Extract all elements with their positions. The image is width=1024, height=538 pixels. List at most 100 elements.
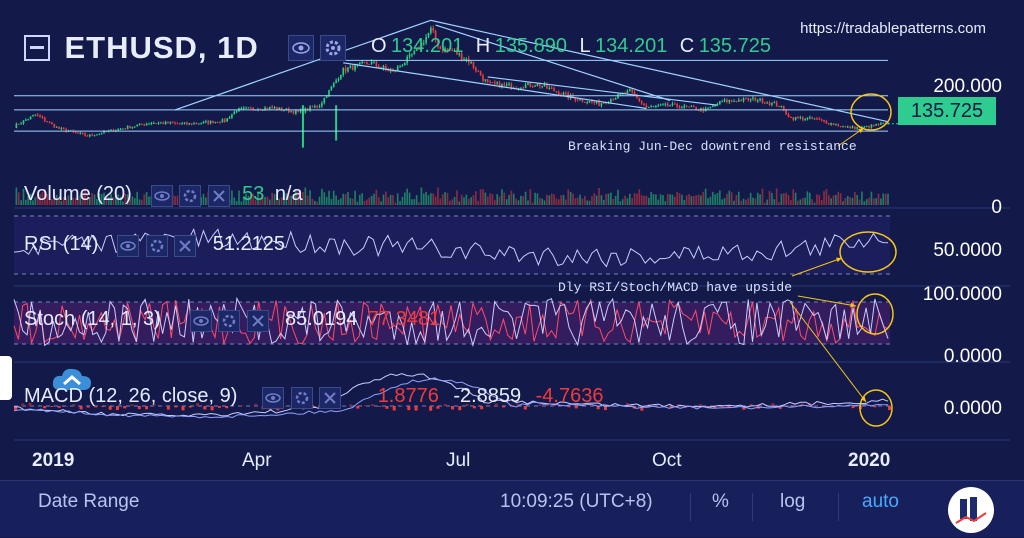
volume-ma-value: n/a: [275, 183, 303, 205]
candle-body: [487, 79, 489, 82]
candle-body: [321, 103, 323, 106]
candle-body: [276, 107, 278, 109]
open-label: O: [371, 35, 387, 57]
candle-body: [91, 134, 93, 135]
volume-bar: [631, 198, 633, 205]
date-range-button[interactable]: Date Range: [38, 491, 139, 513]
stoch-name: Stoch (14, 1, 3): [24, 308, 161, 330]
volume-bar: [710, 197, 712, 205]
candle-body: [496, 82, 498, 83]
log-toggle[interactable]: log: [780, 491, 805, 513]
volume-bar: [432, 193, 434, 205]
candle-body: [586, 102, 588, 103]
volume-bar: [567, 189, 569, 205]
candle-body: [30, 116, 32, 119]
eye-icon[interactable]: [151, 185, 173, 207]
candle-body: [629, 89, 631, 90]
candle-body: [494, 82, 496, 83]
candle-body: [802, 117, 804, 119]
candle-body: [868, 126, 870, 128]
percent-toggle[interactable]: %: [712, 491, 729, 513]
candle-body: [683, 106, 685, 108]
volume-bar: [506, 199, 508, 205]
eye-icon[interactable]: [117, 235, 139, 257]
volume-bar: [312, 199, 314, 205]
volume-bar: [499, 196, 501, 205]
volume-bar: [16, 188, 18, 205]
candle-body: [804, 119, 806, 120]
candle-body: [63, 128, 65, 129]
volume-bar: [364, 201, 366, 205]
volume-bar: [444, 192, 446, 205]
candle-body: [96, 134, 98, 135]
candle-body: [828, 124, 830, 125]
candle-body: [248, 108, 250, 109]
close-icon[interactable]: [174, 235, 196, 257]
volume-bar: [835, 195, 837, 205]
volume-bar: [871, 192, 873, 205]
candle-body: [179, 124, 181, 125]
macd-histogram-bar: [873, 406, 876, 407]
volume-bar: [603, 200, 605, 205]
candle-body: [399, 66, 401, 67]
candle-body: [530, 83, 532, 87]
candle-body: [591, 101, 593, 102]
candle-body: [18, 124, 20, 125]
candle-body: [61, 128, 63, 129]
volume-bar: [347, 192, 349, 205]
candle-body: [347, 67, 349, 71]
volume-bar: [660, 194, 662, 205]
collapse-icon[interactable]: [24, 35, 50, 61]
volume-bar: [705, 189, 707, 205]
volume-bar: [830, 198, 832, 205]
volume-bar: [305, 188, 307, 205]
candle-body: [477, 71, 479, 72]
eye-icon[interactable]: [288, 35, 314, 61]
candle-body: [101, 133, 103, 134]
volume-bar: [601, 195, 603, 205]
candle-body: [847, 126, 849, 127]
last-price-badge: 135.725: [898, 97, 996, 125]
volume-bar: [470, 197, 472, 205]
gear-icon[interactable]: [218, 310, 240, 332]
volume-bar: [387, 197, 389, 205]
candle-body: [241, 108, 243, 109]
volume-bar: [702, 192, 704, 205]
candle-body: [293, 111, 295, 113]
candle-body: [719, 101, 721, 104]
divider: [752, 493, 753, 521]
volume-bar: [795, 193, 797, 205]
candle-body: [188, 123, 190, 124]
volume-bar: [522, 196, 524, 205]
volume-bar: [766, 200, 768, 205]
close-icon[interactable]: [319, 387, 341, 409]
volume-bar: [691, 196, 693, 205]
volume-bar: [856, 195, 858, 205]
clock-display[interactable]: 10:09:25 (UTC+8): [500, 491, 653, 513]
volume-bar: [314, 201, 316, 205]
auto-toggle[interactable]: auto: [862, 491, 899, 513]
volume-name: Volume (20): [24, 183, 132, 205]
volume-value: 53: [242, 183, 264, 205]
volume-bar: [781, 194, 783, 205]
volume-bar: [354, 191, 356, 205]
volume-bar: [539, 198, 541, 205]
close-icon[interactable]: [247, 310, 269, 332]
candle-body: [584, 102, 586, 103]
volume-bar: [863, 201, 865, 205]
gear-icon[interactable]: [291, 387, 313, 409]
volume-bar: [612, 199, 614, 205]
volume-bar: [480, 189, 482, 205]
volume-bar: [646, 196, 648, 205]
volume-bar: [736, 195, 738, 205]
eye-icon[interactable]: [262, 387, 284, 409]
candle-body: [811, 117, 813, 119]
eye-icon[interactable]: [190, 310, 212, 332]
gear-icon[interactable]: [320, 35, 346, 61]
volume-bar: [700, 195, 702, 205]
candle-body: [674, 104, 676, 105]
gear-icon[interactable]: [179, 185, 201, 207]
close-icon[interactable]: [208, 185, 230, 207]
gear-icon[interactable]: [146, 235, 168, 257]
volume-bar: [593, 193, 595, 205]
